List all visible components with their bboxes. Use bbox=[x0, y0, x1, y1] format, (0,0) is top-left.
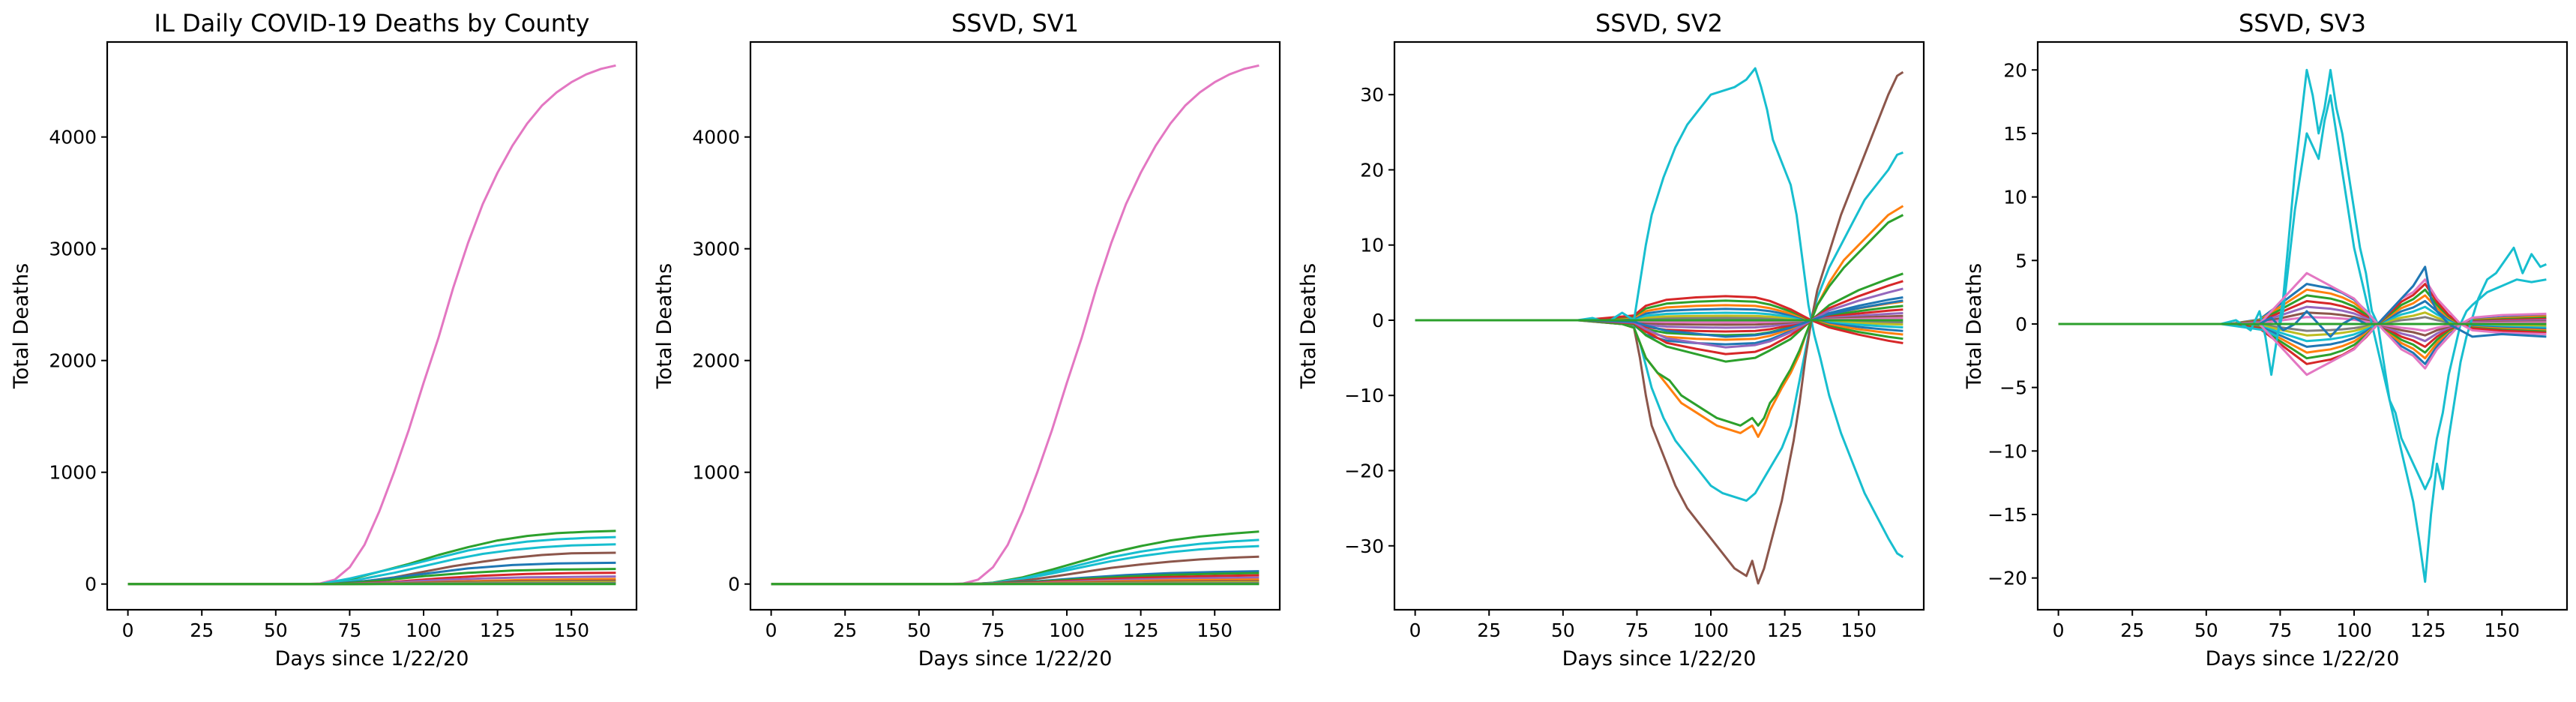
series-line-1 bbox=[127, 64, 616, 586]
x-tick-label: 125 bbox=[1767, 620, 1803, 641]
x-tick-label: 0 bbox=[1409, 620, 1421, 641]
x-tick-label: 75 bbox=[2269, 620, 2293, 641]
series-group bbox=[2058, 68, 2547, 584]
x-tick-label: 50 bbox=[264, 620, 288, 641]
y-axis-label: Total Deaths bbox=[1297, 263, 1320, 389]
x-tick-label: 150 bbox=[553, 620, 589, 641]
chart-panel-3: 0 25 50 75 100 125 150 −30 −20 −10 0 10 20 30 SSVD, SV… bbox=[1297, 9, 1925, 670]
y-axis-label: Total Deaths bbox=[10, 263, 33, 389]
y-tick-label: 10 bbox=[1360, 235, 1384, 256]
y-tick-label: −20 bbox=[1987, 568, 2027, 590]
series-line-bundle-12 bbox=[1415, 304, 1904, 336]
series-line-3 bbox=[127, 536, 616, 586]
y-tick-label: −15 bbox=[1987, 504, 2027, 526]
y-tick-label: 20 bbox=[1360, 159, 1384, 181]
chart-title: IL Daily COVID-19 Deaths by County bbox=[154, 9, 590, 38]
x-tick-label: 75 bbox=[1625, 620, 1649, 641]
series-group bbox=[1415, 67, 1904, 585]
y-tick-label: 5 bbox=[2015, 250, 2027, 272]
x-tick-label: 25 bbox=[2120, 620, 2144, 641]
y-tick-label: −5 bbox=[1999, 377, 2027, 399]
y-tick-label: −10 bbox=[1987, 440, 2027, 462]
series-line-1 bbox=[1415, 67, 1904, 559]
series-line-2 bbox=[1415, 151, 1904, 502]
axes-frame bbox=[106, 40, 638, 611]
chart-panel-2: 0 25 50 75 100 125 150 0 1000 2000 3000 4000 SSVD, S… bbox=[653, 9, 1281, 670]
y-tick-label: −30 bbox=[1344, 536, 1384, 557]
x-tick-label: 100 bbox=[1693, 620, 1729, 641]
x-tick-label: 150 bbox=[2484, 620, 2520, 641]
series-line-5 bbox=[1415, 214, 1904, 427]
series-line-1 bbox=[771, 64, 1260, 586]
x-axis-label: Days since 1/22/20 bbox=[2206, 647, 2400, 670]
x-tick-label: 25 bbox=[1477, 620, 1501, 641]
series-line-4 bbox=[127, 543, 616, 586]
x-tick-label: 50 bbox=[907, 620, 931, 641]
series-line-6 bbox=[1415, 272, 1904, 363]
chart-title: SSVD, SV1 bbox=[951, 9, 1079, 38]
chart-panel-1: 0 25 50 75 100 125 150 0 1000 2000 3000 4000 IL Dail… bbox=[10, 9, 638, 670]
x-tick-label: 150 bbox=[1841, 620, 1877, 641]
y-tick-label: 4000 bbox=[49, 127, 97, 148]
x-tick-label: 150 bbox=[1197, 620, 1233, 641]
x-tick-label: 50 bbox=[2194, 620, 2218, 641]
series-group bbox=[127, 64, 616, 586]
y-tick-label: 3000 bbox=[49, 238, 97, 260]
series-line-9 bbox=[1415, 299, 1904, 338]
series-line-bundle-13 bbox=[1415, 299, 1904, 340]
chart-title: SSVD, SV3 bbox=[2239, 9, 2366, 38]
y-tick-label: 0 bbox=[2015, 314, 2027, 335]
y-tick-label: −10 bbox=[1344, 385, 1384, 406]
y-axis-label: Total Deaths bbox=[1963, 263, 1986, 389]
x-tick-label: 100 bbox=[406, 620, 442, 641]
y-axis-label: Total Deaths bbox=[653, 263, 676, 389]
axes-frame bbox=[1393, 40, 1925, 611]
chart-panel-4: 0 25 50 75 100 125 150 −20 −15 −10 −5 0 5 10 15 20 SSVD,… bbox=[1963, 9, 2569, 670]
x-tick-label: 100 bbox=[1049, 620, 1085, 641]
series-line-bundle-14 bbox=[1415, 295, 1904, 344]
x-tick-label: 25 bbox=[190, 620, 214, 641]
series-line-8 bbox=[1415, 287, 1904, 349]
x-axis-label: Days since 1/22/20 bbox=[1562, 647, 1757, 670]
y-tick-label: 4000 bbox=[692, 127, 740, 148]
x-tick-label: 0 bbox=[765, 620, 777, 641]
x-tick-label: 0 bbox=[2053, 620, 2065, 641]
x-axis-label: Days since 1/22/20 bbox=[918, 647, 1113, 670]
x-tick-label: 25 bbox=[833, 620, 857, 641]
x-tick-label: 75 bbox=[338, 620, 362, 641]
series-line-2 bbox=[2058, 94, 2547, 490]
chart-title: SSVD, SV2 bbox=[1595, 9, 1723, 38]
y-tick-label: 1000 bbox=[49, 462, 97, 484]
y-tick-label: 20 bbox=[2003, 59, 2027, 81]
axes-frame bbox=[2036, 40, 2569, 611]
x-tick-label: 50 bbox=[1551, 620, 1575, 641]
y-tick-label: 10 bbox=[2003, 187, 2027, 208]
series-line-bundle-10 bbox=[1415, 311, 1904, 328]
series-group bbox=[771, 64, 1260, 586]
y-tick-label: 30 bbox=[1360, 84, 1384, 106]
y-tick-label: 0 bbox=[85, 574, 97, 596]
series-line-4 bbox=[2058, 278, 2547, 376]
y-tick-label: 0 bbox=[728, 574, 740, 596]
y-tick-label: 2000 bbox=[49, 350, 97, 372]
x-tick-label: 100 bbox=[2336, 620, 2372, 641]
x-tick-label: 125 bbox=[2410, 620, 2446, 641]
series-line-3 bbox=[2058, 272, 2547, 370]
y-tick-label: 3000 bbox=[692, 238, 740, 260]
y-tick-label: 15 bbox=[2003, 123, 2027, 145]
y-tick-label: 2000 bbox=[692, 350, 740, 372]
x-axis-label: Days since 1/22/20 bbox=[275, 647, 469, 670]
x-tick-label: 125 bbox=[1123, 620, 1159, 641]
axes-frame bbox=[749, 40, 1281, 611]
x-tick-label: 75 bbox=[981, 620, 1005, 641]
y-tick-label: −20 bbox=[1344, 460, 1384, 482]
y-tick-label: 1000 bbox=[692, 462, 740, 484]
x-tick-label: 0 bbox=[122, 620, 134, 641]
y-tick-label: 0 bbox=[1372, 310, 1384, 332]
series-line-bundle-11 bbox=[1415, 308, 1904, 332]
series-line-3 bbox=[1415, 70, 1904, 585]
x-tick-label: 125 bbox=[480, 620, 516, 641]
